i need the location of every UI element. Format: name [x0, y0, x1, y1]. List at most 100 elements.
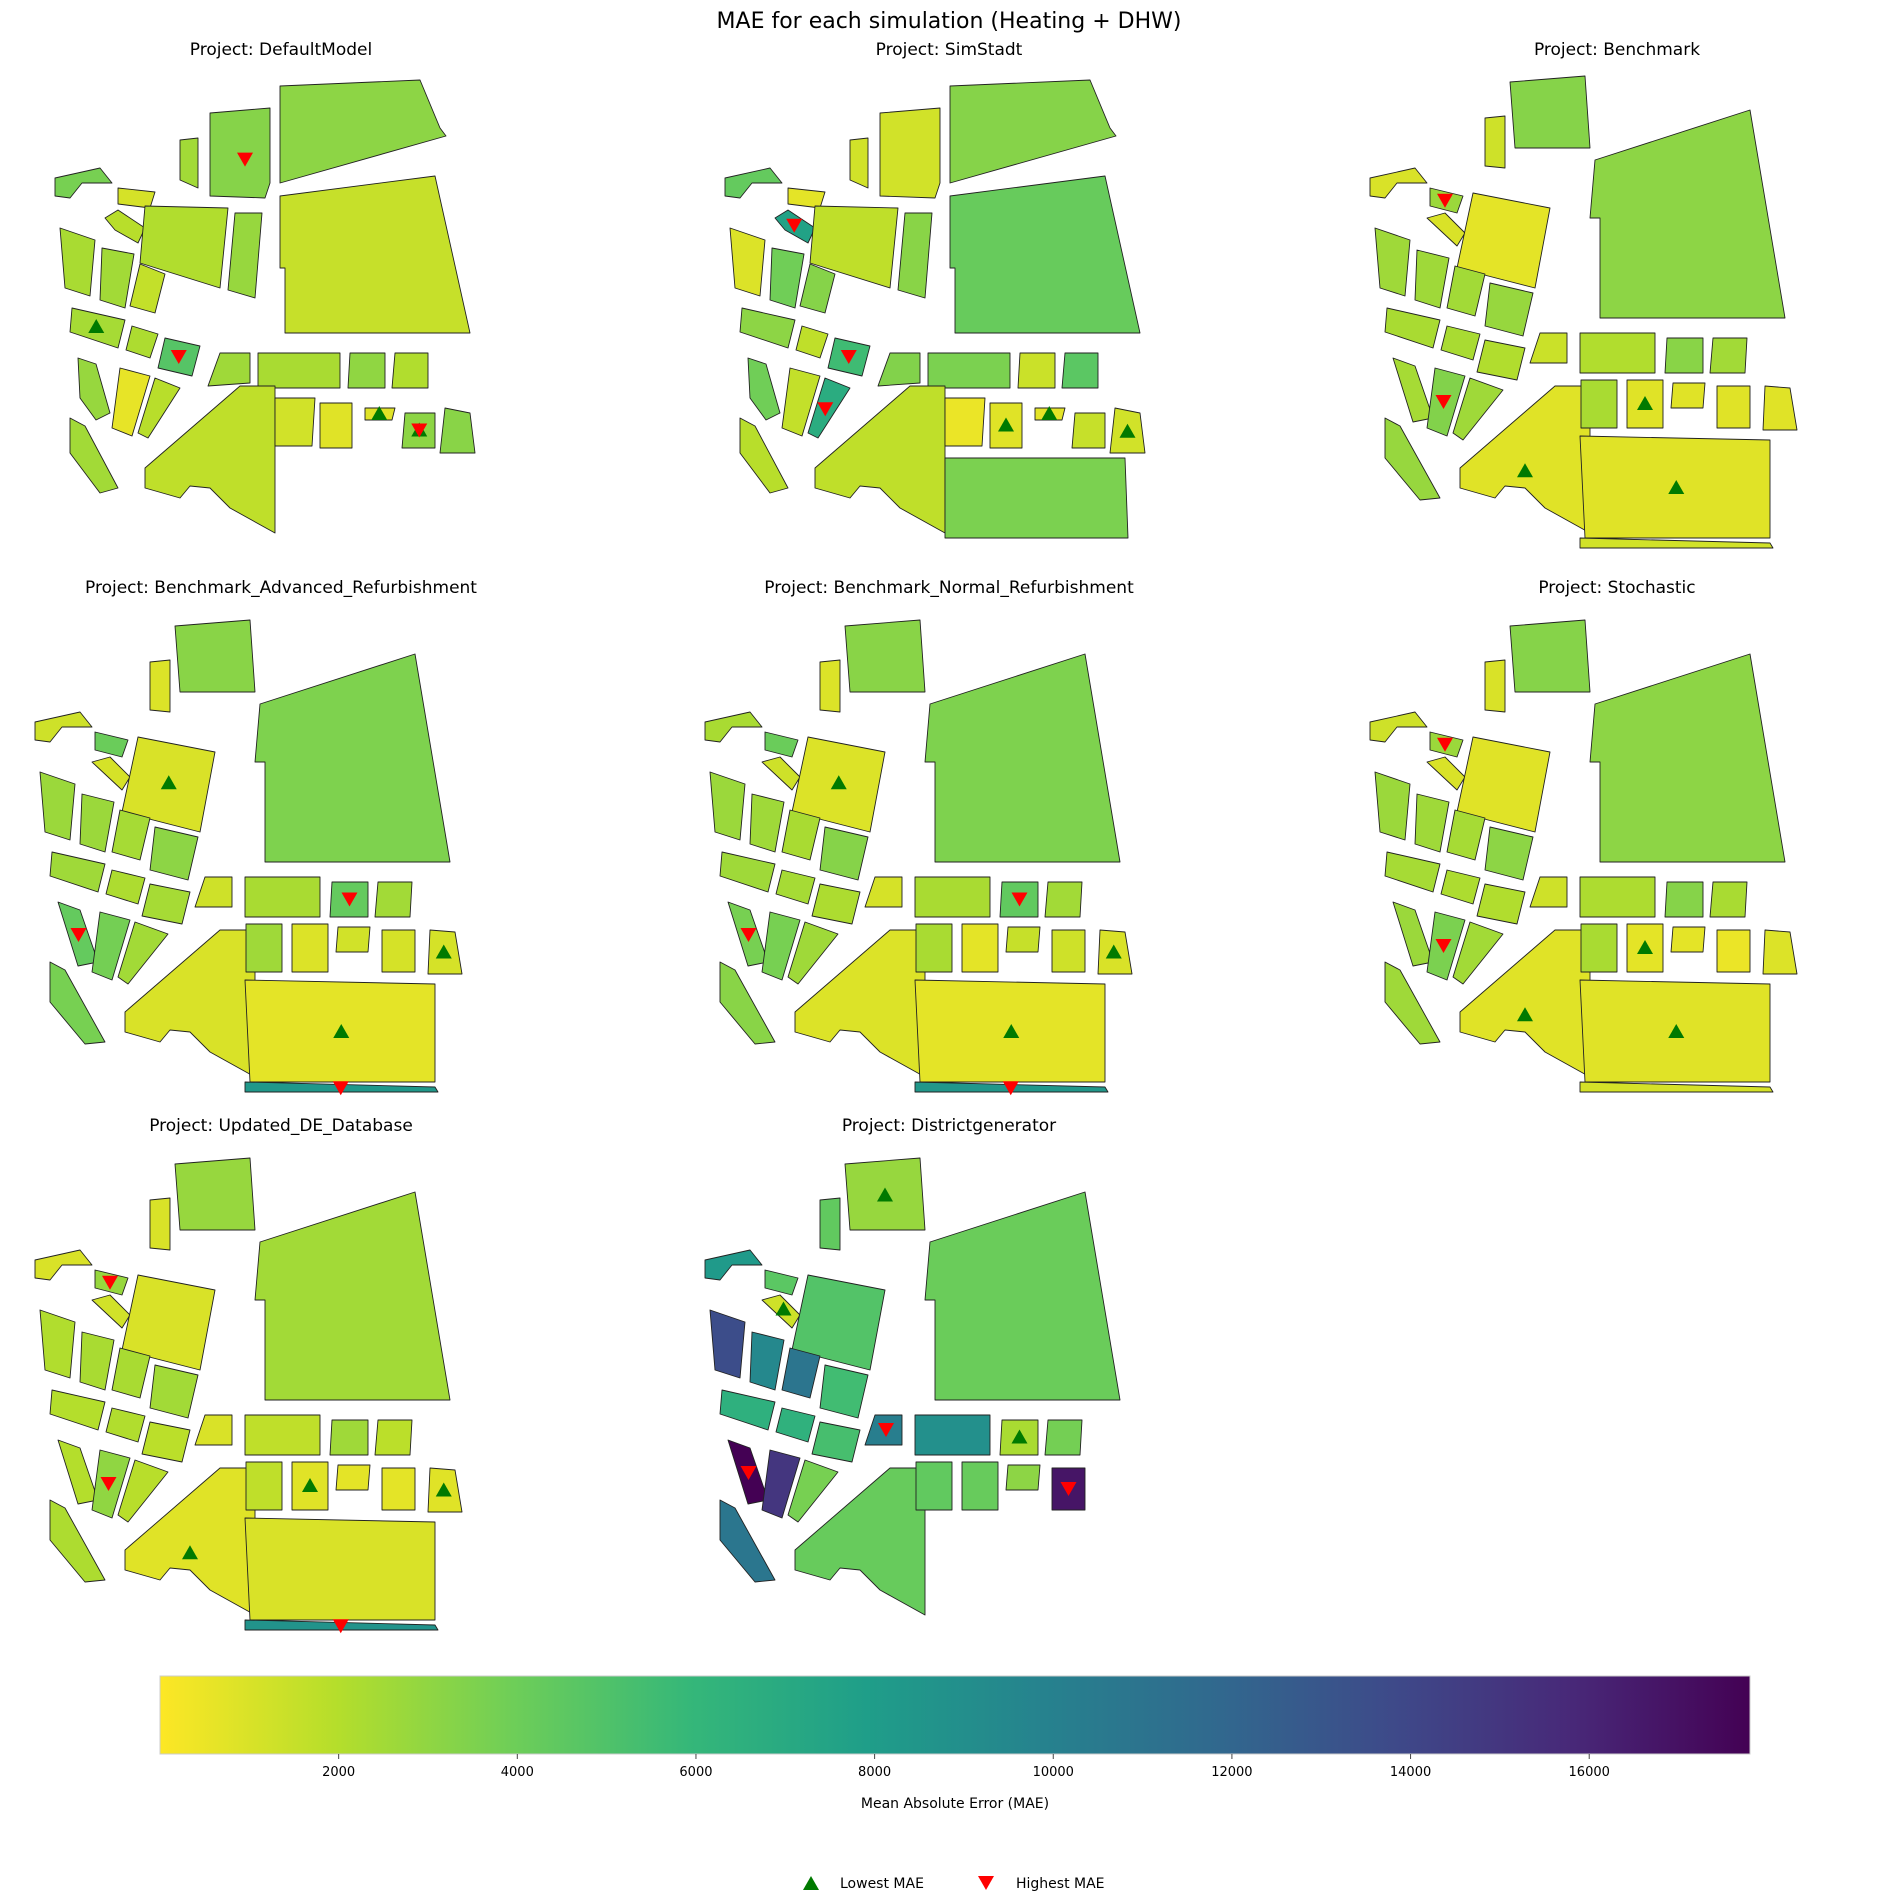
building-block — [1392, 357, 1434, 423]
lowest-mae-marker — [1668, 480, 1685, 494]
building-block — [724, 167, 783, 199]
building-block — [374, 881, 413, 918]
colorbar-ticks: 2000 4000 6000 8000 10000 12000 14000 16000 — [322, 1754, 1610, 1780]
building-block — [1484, 659, 1506, 713]
legend-label-highest: Highest MAE — [1016, 1876, 1105, 1892]
building-block — [274, 397, 316, 447]
panel-title: Project: SimStadt — [876, 40, 1023, 60]
figure-title: MAE for each simulation (Heating + DHW) — [717, 9, 1182, 34]
building-block — [1005, 1464, 1041, 1491]
building-block — [1579, 537, 1774, 549]
building-block — [1589, 653, 1786, 863]
building-block — [254, 1191, 451, 1401]
building-block — [814, 385, 946, 534]
building-block — [257, 352, 341, 389]
building-block — [787, 921, 839, 985]
map-panel: Project: DefaultModel — [54, 40, 476, 534]
building-block — [194, 1414, 233, 1446]
building-block — [1484, 282, 1534, 337]
building-block — [749, 1331, 785, 1391]
panel-title: Project: Benchmark_Advanced_Refurbishmen… — [85, 578, 477, 598]
building-block — [1071, 412, 1106, 449]
highest-mae-marker — [817, 402, 834, 417]
building-block — [914, 876, 991, 918]
lowest-mae-marker — [160, 775, 177, 790]
building-block — [739, 417, 789, 494]
building-block — [1369, 167, 1428, 199]
building-block — [291, 923, 329, 973]
building-block — [1664, 337, 1704, 374]
building-block — [849, 137, 869, 189]
building-block — [794, 929, 926, 1078]
lowest-mae-marker — [1637, 396, 1653, 410]
map-panels: Project: DefaultModel Project: SimStadt Pr… — [34, 40, 1798, 1634]
highest-mae-marker — [1435, 395, 1452, 409]
building-block — [347, 352, 386, 389]
building-block — [91, 1294, 131, 1329]
building-block — [1459, 385, 1591, 534]
building-block — [787, 187, 826, 209]
building-block — [254, 653, 451, 863]
building-block — [1762, 929, 1798, 975]
highest-mae-marker — [1437, 193, 1453, 208]
building-block — [129, 263, 166, 314]
building-block — [1414, 249, 1450, 309]
building-block — [914, 1414, 991, 1456]
building-block — [961, 923, 999, 973]
panel-title: Project: Districtgenerator — [842, 1116, 1056, 1136]
building-block — [111, 367, 151, 437]
building-block — [1044, 881, 1083, 918]
building-block — [137, 377, 181, 439]
building-block — [149, 659, 171, 713]
building-block — [69, 417, 119, 494]
building-block — [57, 1439, 99, 1505]
building-block — [34, 711, 93, 743]
lowest-mae-marker — [371, 406, 388, 420]
building-block — [244, 1517, 436, 1621]
lowest-mae-marker — [1668, 1024, 1685, 1038]
highest-mae-marker — [170, 350, 187, 364]
building-block — [1476, 883, 1526, 925]
building-block — [1716, 929, 1751, 973]
building-block — [1459, 929, 1591, 1078]
building-block — [1456, 736, 1551, 833]
building-block — [117, 1459, 169, 1523]
building-block — [1005, 926, 1041, 953]
building-block — [121, 1274, 216, 1371]
building-block — [329, 1419, 369, 1456]
map-panel: Project: Benchmark_Advanced_Refurbishmen… — [34, 578, 477, 1096]
colorbar-tick-label: 6000 — [679, 1765, 712, 1780]
building-block — [194, 876, 233, 908]
building-block — [1670, 382, 1706, 409]
colorbar-tick-label: 14000 — [1390, 1765, 1431, 1780]
panel-title: Project: Stochastic — [1538, 578, 1695, 598]
building-block — [1384, 417, 1441, 501]
map-panel: Project: Districtgenerator — [704, 1116, 1121, 1616]
highest-mae-marker — [1437, 737, 1453, 752]
building-block — [1384, 851, 1441, 893]
building-block — [1476, 339, 1526, 381]
building-block — [781, 809, 821, 861]
building-block — [775, 1407, 816, 1443]
building-block — [174, 1157, 256, 1231]
building-block — [1664, 881, 1704, 918]
legend: Lowest MAE Highest MAE — [803, 1876, 1105, 1892]
highest-mae-marker — [100, 1477, 117, 1491]
building-block — [761, 1449, 801, 1519]
lowest-mae-marker — [1011, 1429, 1028, 1444]
highest-mae-marker — [740, 1466, 757, 1480]
highest-mae-marker — [1435, 939, 1452, 953]
building-block — [819, 659, 841, 713]
building-block — [1440, 325, 1481, 361]
panel-title: Project: Benchmark — [1534, 40, 1700, 60]
highest-mae-marker — [878, 1423, 894, 1437]
colorbar-tick-label: 2000 — [322, 1765, 355, 1780]
building-block — [149, 826, 199, 881]
building-block — [729, 227, 766, 297]
building-block — [1384, 307, 1441, 349]
building-block — [1529, 332, 1568, 364]
building-block — [149, 1364, 199, 1419]
highest-mae-marker — [840, 350, 857, 364]
building-block — [1446, 265, 1486, 317]
building-block — [139, 205, 229, 289]
